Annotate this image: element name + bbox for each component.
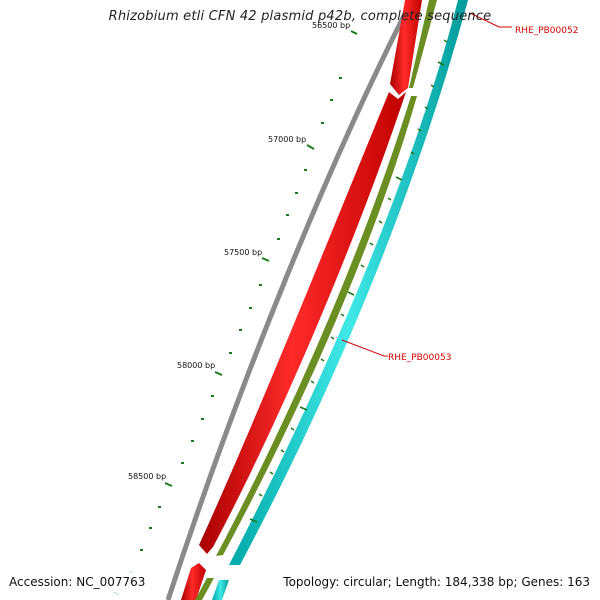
reverse-feature-next[interactable]: [212, 580, 229, 600]
cds-feature-rhe-pb00053[interactable]: [199, 92, 406, 554]
gene-feature-rhe-pb00053[interactable]: [216, 96, 417, 556]
gene-feature-next[interactable]: [195, 578, 214, 600]
feature-label-connectors: [341, 12, 512, 357]
sequence-summary: Topology: circular; Length: 184,338 bp; …: [283, 575, 590, 589]
map-title: Rhizobium etli CFN 42 plasmid p42b, comp…: [108, 9, 492, 24]
major-ticks: [164, 30, 358, 487]
reverse-strand-ticks: [249, 39, 448, 523]
tick-label-58500: 58500 bp: [128, 472, 166, 481]
faint-marks: [112, 570, 134, 596]
tick-label-56500: 56500 bp: [312, 21, 350, 30]
tick-label-58000: 58000 bp: [177, 361, 215, 370]
minor-ticks: [140, 77, 342, 551]
reverse-feature-track[interactable]: [229, 0, 468, 565]
cds-feature-rhe-pb00052[interactable]: [390, 0, 422, 95]
feature-label-rhe-pb00052[interactable]: RHE_PB00052: [515, 26, 578, 36]
cds-feature-next[interactable]: [181, 563, 206, 600]
feature-label-rhe-pb00053[interactable]: RHE_PB00053: [388, 353, 451, 363]
tick-label-57500: 57500 bp: [224, 248, 262, 257]
accession-label: Accession: NC_007763: [9, 575, 146, 589]
sequence-backbone: [165, 0, 415, 600]
tick-label-57000: 57000 bp: [268, 135, 306, 144]
gene-feature-rhe-pb00052[interactable]: [409, 0, 437, 88]
